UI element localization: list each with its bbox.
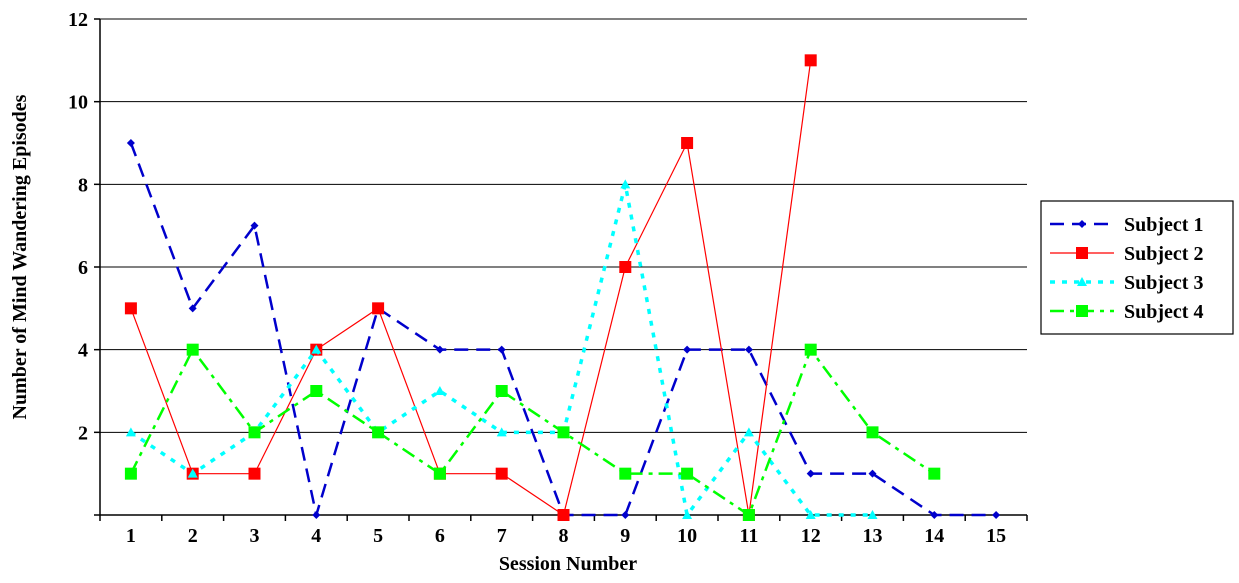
- legend-label-subject-4: Subject 4: [1124, 301, 1203, 323]
- data-point-subject-3: [496, 427, 507, 437]
- legend-entry-subject-1: Subject 1: [1050, 214, 1203, 236]
- y-tick-label: 8: [78, 174, 88, 196]
- data-point-subject-1: [683, 345, 692, 354]
- data-point-subject-1: [806, 469, 815, 478]
- x-tick-label: 10: [677, 525, 697, 547]
- y-tick-label: 4: [78, 340, 88, 362]
- x-tick-label: 11: [739, 525, 758, 547]
- data-point-subject-4: [372, 426, 385, 439]
- legend-marker-subject-1: [1078, 220, 1086, 228]
- data-point-subject-3: [434, 386, 445, 395]
- data-point-subject-3: [311, 344, 322, 354]
- x-tick-label: 14: [924, 525, 944, 547]
- data-point-subject-4: [433, 467, 446, 480]
- series-subject-2: [124, 54, 817, 521]
- data-point-subject-4: [866, 426, 879, 439]
- data-point-subject-4: [557, 426, 570, 439]
- x-tick-label: 7: [497, 525, 507, 547]
- data-point-subject-4: [928, 467, 941, 480]
- data-point-subject-2: [557, 509, 570, 521]
- data-point-subject-2: [804, 54, 817, 67]
- data-point-subject-2: [495, 467, 508, 480]
- legend-marker-subject-2: [1076, 247, 1088, 259]
- data-point-subject-2: [619, 261, 632, 273]
- data-point-subject-1: [744, 345, 753, 354]
- data-point-subject-1: [992, 511, 1001, 519]
- series-layer: [124, 54, 1001, 521]
- x-tick-label: 8: [559, 525, 569, 547]
- data-point-subject-3: [682, 510, 693, 519]
- data-point-subject-1: [250, 221, 259, 230]
- legend-label-subject-1: Subject 1: [1124, 214, 1203, 236]
- x-tick-label: 12: [801, 525, 821, 547]
- x-tick-label: 2: [188, 525, 198, 547]
- data-point-subject-1: [188, 304, 197, 313]
- x-tick-label: 15: [986, 525, 1006, 547]
- data-point-subject-2: [248, 467, 261, 480]
- data-point-subject-3: [620, 179, 631, 189]
- data-point-subject-4: [619, 467, 632, 480]
- x-tick-label: 6: [435, 525, 445, 547]
- series-line-subject-1: [129, 142, 997, 517]
- data-point-subject-4: [124, 467, 137, 480]
- x-tick-label: 4: [311, 525, 321, 547]
- y-tick-label: 10: [68, 92, 88, 114]
- data-point-subject-2: [681, 137, 694, 149]
- x-axis-title: Session Number: [499, 553, 637, 575]
- series-line-subject-2: [130, 60, 812, 516]
- data-point-subject-1: [621, 511, 630, 519]
- y-tick-label: 6: [78, 257, 88, 279]
- legend-entry-subject-2: Subject 2: [1050, 243, 1203, 265]
- x-tick-label: 13: [863, 525, 883, 547]
- data-point-subject-2: [124, 302, 137, 315]
- legend-marker-subject-4: [1076, 305, 1088, 317]
- y-tick-label: 2: [78, 422, 88, 444]
- data-point-subject-4: [248, 426, 261, 439]
- series-subject-1: [126, 139, 1001, 519]
- data-point-subject-4: [742, 509, 755, 521]
- grid-layer: [100, 18, 1027, 433]
- data-point-subject-1: [497, 345, 506, 354]
- data-point-subject-1: [126, 139, 135, 147]
- legend-label-subject-3: Subject 3: [1124, 272, 1203, 294]
- legend-entry-subject-3: Subject 3: [1050, 272, 1203, 294]
- legend: Subject 1 Subject 2 Subject 3 Subject 4: [1040, 200, 1234, 335]
- legend-marker-subject-3: [1077, 277, 1087, 286]
- data-point-subject-3: [805, 510, 816, 519]
- data-point-subject-1: [930, 511, 939, 519]
- y-tick-label: 12: [68, 9, 88, 31]
- data-point-subject-4: [804, 343, 817, 356]
- y-axis-title: Number of Mind Wandering Episodes: [9, 94, 31, 419]
- data-point-subject-1: [435, 345, 444, 354]
- data-point-subject-2: [372, 302, 385, 315]
- data-point-subject-4: [495, 385, 508, 397]
- x-tick-label: 9: [620, 525, 630, 547]
- x-tick-label: 1: [126, 525, 136, 547]
- x-tick-label: 5: [373, 525, 383, 547]
- data-point-subject-4: [681, 467, 694, 480]
- series-line-subject-4: [129, 347, 935, 517]
- data-point-subject-3: [743, 427, 754, 437]
- data-point-subject-3: [867, 510, 878, 519]
- data-point-subject-4: [310, 385, 323, 397]
- data-point-subject-1: [312, 511, 321, 519]
- series-subject-4: [124, 343, 941, 521]
- data-point-subject-1: [868, 469, 877, 478]
- data-point-subject-3: [187, 468, 198, 478]
- legend-entry-subject-4: Subject 4: [1050, 301, 1203, 323]
- data-point-subject-3: [125, 427, 136, 437]
- x-tick-label: 3: [250, 525, 260, 547]
- legend-label-subject-2: Subject 2: [1124, 243, 1203, 265]
- data-point-subject-4: [186, 343, 199, 356]
